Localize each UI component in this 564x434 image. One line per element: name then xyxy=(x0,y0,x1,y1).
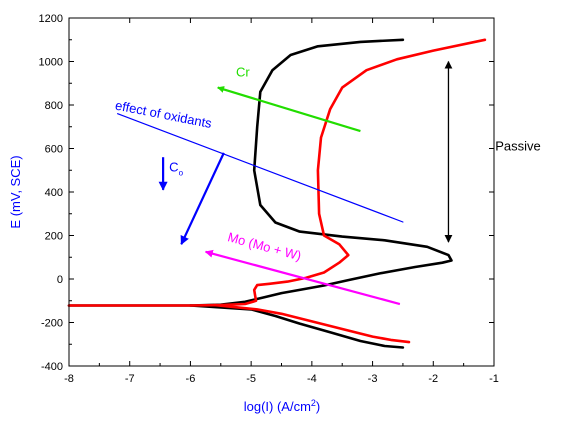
annotation-arrow-0 xyxy=(217,86,361,133)
x-tick-label: -4 xyxy=(307,373,317,385)
y-tick-label: 200 xyxy=(45,231,63,243)
y-tick-label: 600 xyxy=(45,144,63,156)
annotation-text: C xyxy=(169,159,178,174)
annotation-text: effect of oxidants xyxy=(114,98,214,132)
x-axis-label-superscript: 2 xyxy=(311,398,316,408)
x-tick-label: -8 xyxy=(64,373,74,385)
y-tick-label: 0 xyxy=(57,274,63,286)
annotation-arrow-5 xyxy=(204,249,401,306)
x-tick-label: -3 xyxy=(368,373,378,385)
annotation-text: Passive xyxy=(495,139,541,154)
annotation-label-2: Co xyxy=(169,159,183,177)
series-line-4 xyxy=(116,113,404,223)
x-tick-label: -7 xyxy=(125,373,135,385)
annotation-label-6: Passive xyxy=(495,139,541,154)
x-axis-label-close: ) xyxy=(316,399,320,414)
y-tick-label: 800 xyxy=(45,100,63,112)
x-tick-label: -2 xyxy=(428,373,438,385)
y-tick-label: 1000 xyxy=(39,57,63,69)
plot-frame xyxy=(68,17,495,367)
series-line-3 xyxy=(213,303,411,344)
x-tick-label: -1 xyxy=(489,373,499,385)
series-line-2 xyxy=(67,38,487,307)
x-axis-label: log(I) (A/cm2) xyxy=(244,398,321,414)
annotation-label-0: Cr xyxy=(236,65,250,80)
annotation-arrow-3 xyxy=(180,152,225,246)
series-line-0 xyxy=(67,38,453,307)
x-tick-label: -5 xyxy=(246,373,256,385)
y-tick-label: -200 xyxy=(41,318,63,330)
y-tick-label: -400 xyxy=(41,361,63,373)
annotation-label-4: Mo (Mo + W) xyxy=(226,229,303,263)
x-axis-label-main: log(I) (A/cm xyxy=(244,399,311,414)
annotation-label-1: effect of oxidants xyxy=(114,98,214,132)
y-tick-label: 1200 xyxy=(39,13,63,25)
y-tick-label: 400 xyxy=(45,187,63,199)
annotation-subscript: o xyxy=(179,168,184,177)
x-tick-label: -6 xyxy=(186,373,196,385)
annotation-text: Cr xyxy=(236,65,250,80)
y-axis-label: E (mV, SCE) xyxy=(8,155,23,228)
annotation-text: Mo (Mo + W) xyxy=(226,229,303,263)
series-line-1 xyxy=(189,304,405,349)
